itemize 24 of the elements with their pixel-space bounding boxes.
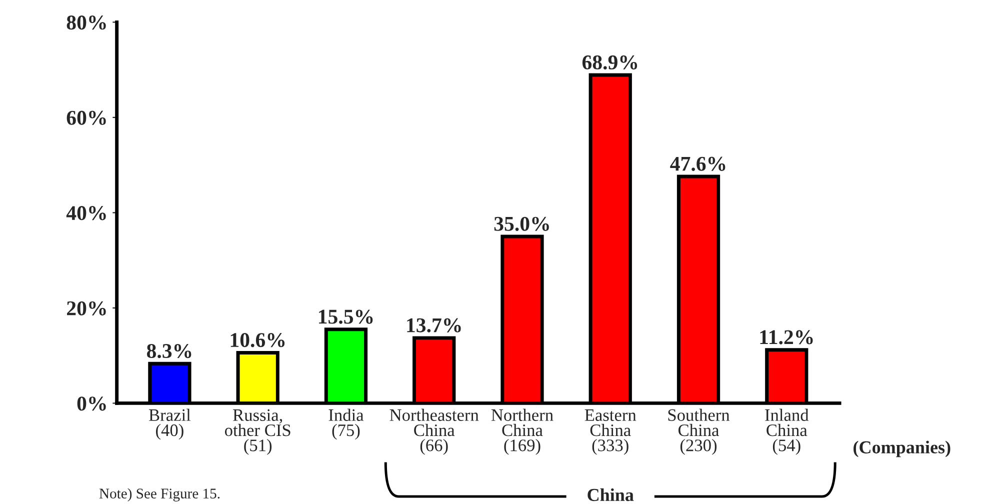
- data-label: 35.0%: [494, 216, 549, 231]
- x-tick-label: Inland China (54): [765, 408, 809, 455]
- y-tick-label: 0%: [77, 396, 106, 411]
- data-label: 47.6%: [670, 156, 726, 171]
- x-tick-label: Northern China (169): [491, 408, 554, 455]
- y-tick-label: 40%: [66, 206, 106, 220]
- y-tick-label: 20%: [67, 301, 106, 316]
- x-tick-label: Eastern China (333): [584, 409, 636, 455]
- text: Note) See Figure 15.: [99, 488, 220, 502]
- x-tick-label: Brazil (40): [148, 408, 191, 440]
- data-label: 11.2%: [760, 330, 813, 344]
- x-tick-label: India (75): [328, 408, 364, 440]
- text: (Companies): [854, 440, 950, 458]
- data-label: 8.3%: [146, 344, 192, 358]
- data-label: 68.9%: [582, 55, 638, 70]
- x-tick-label: Northeastern China (66): [390, 408, 479, 455]
- x-tick-label: Southern China (230): [668, 408, 730, 455]
- data-label: 13.7%: [407, 318, 461, 332]
- x-tick-label: Russia, other CIS (51): [224, 409, 290, 455]
- y-tick-label: 60%: [66, 110, 106, 125]
- y-tick-label: 80%: [66, 16, 106, 30]
- text: China: [588, 488, 634, 502]
- data-label: 10.6%: [230, 333, 285, 348]
- data-label: 15.5%: [318, 310, 373, 324]
